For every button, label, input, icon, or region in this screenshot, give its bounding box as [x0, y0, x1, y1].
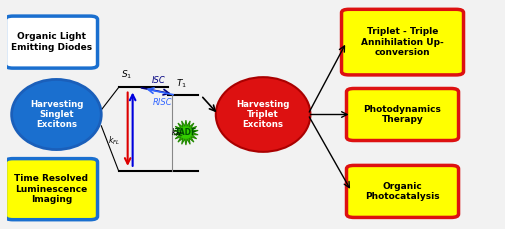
Text: $k_{PC}$: $k_{PC}$	[171, 127, 184, 139]
Text: Triplet - Triple
Annihilation Up-
conversion: Triplet - Triple Annihilation Up- conver…	[361, 27, 443, 57]
Polygon shape	[173, 120, 198, 145]
Text: RISC: RISC	[152, 98, 172, 106]
Text: TADF: TADF	[174, 128, 196, 137]
Text: ISC: ISC	[152, 76, 165, 85]
Ellipse shape	[215, 77, 310, 152]
Text: Time Resolved
Luminescence
Imaging: Time Resolved Luminescence Imaging	[15, 174, 88, 204]
Text: Harvesting
Singlet
Excitons: Harvesting Singlet Excitons	[30, 100, 83, 129]
FancyBboxPatch shape	[346, 165, 458, 217]
Text: Harvesting
Triplet
Excitons: Harvesting Triplet Excitons	[236, 100, 289, 129]
Text: Photodynamics
Therapy: Photodynamics Therapy	[363, 105, 440, 124]
FancyBboxPatch shape	[341, 9, 463, 75]
Text: $T_1$: $T_1$	[176, 77, 186, 90]
Text: Organic Light
Emitting Diodes: Organic Light Emitting Diodes	[11, 33, 92, 52]
FancyBboxPatch shape	[6, 159, 97, 220]
FancyBboxPatch shape	[346, 88, 458, 141]
FancyBboxPatch shape	[6, 16, 97, 68]
Ellipse shape	[12, 79, 101, 150]
Text: $S_1$: $S_1$	[121, 68, 132, 81]
Text: Organic
Photocatalysis: Organic Photocatalysis	[365, 182, 439, 201]
Text: $k_{FL}$: $k_{FL}$	[108, 134, 120, 147]
